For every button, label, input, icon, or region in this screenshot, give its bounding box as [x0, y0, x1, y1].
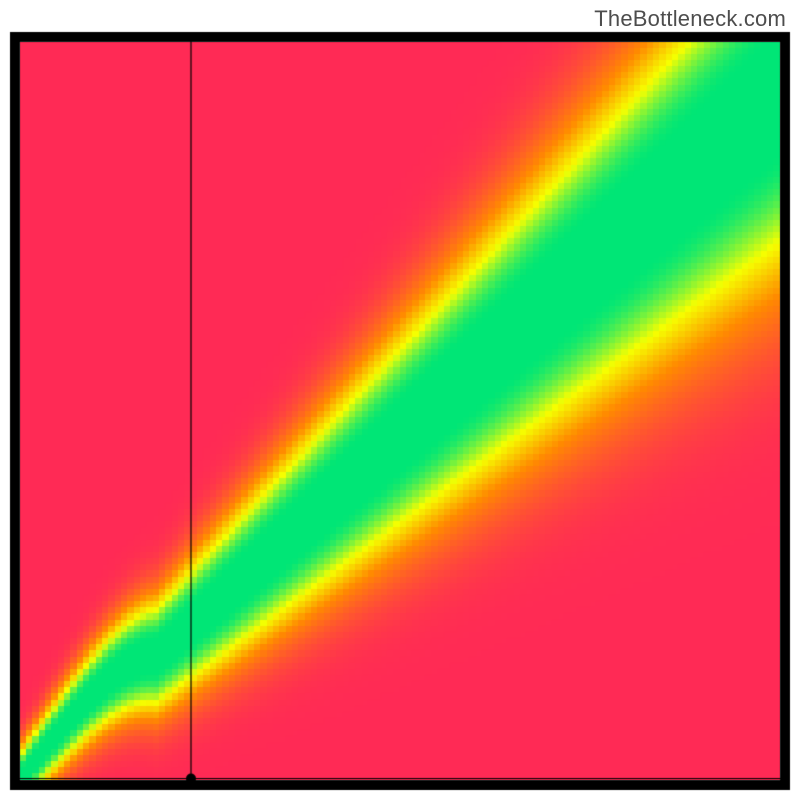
chart-container: TheBottleneck.com — [0, 0, 800, 800]
overlay-canvas — [0, 0, 800, 800]
watermark-text: TheBottleneck.com — [594, 6, 786, 32]
